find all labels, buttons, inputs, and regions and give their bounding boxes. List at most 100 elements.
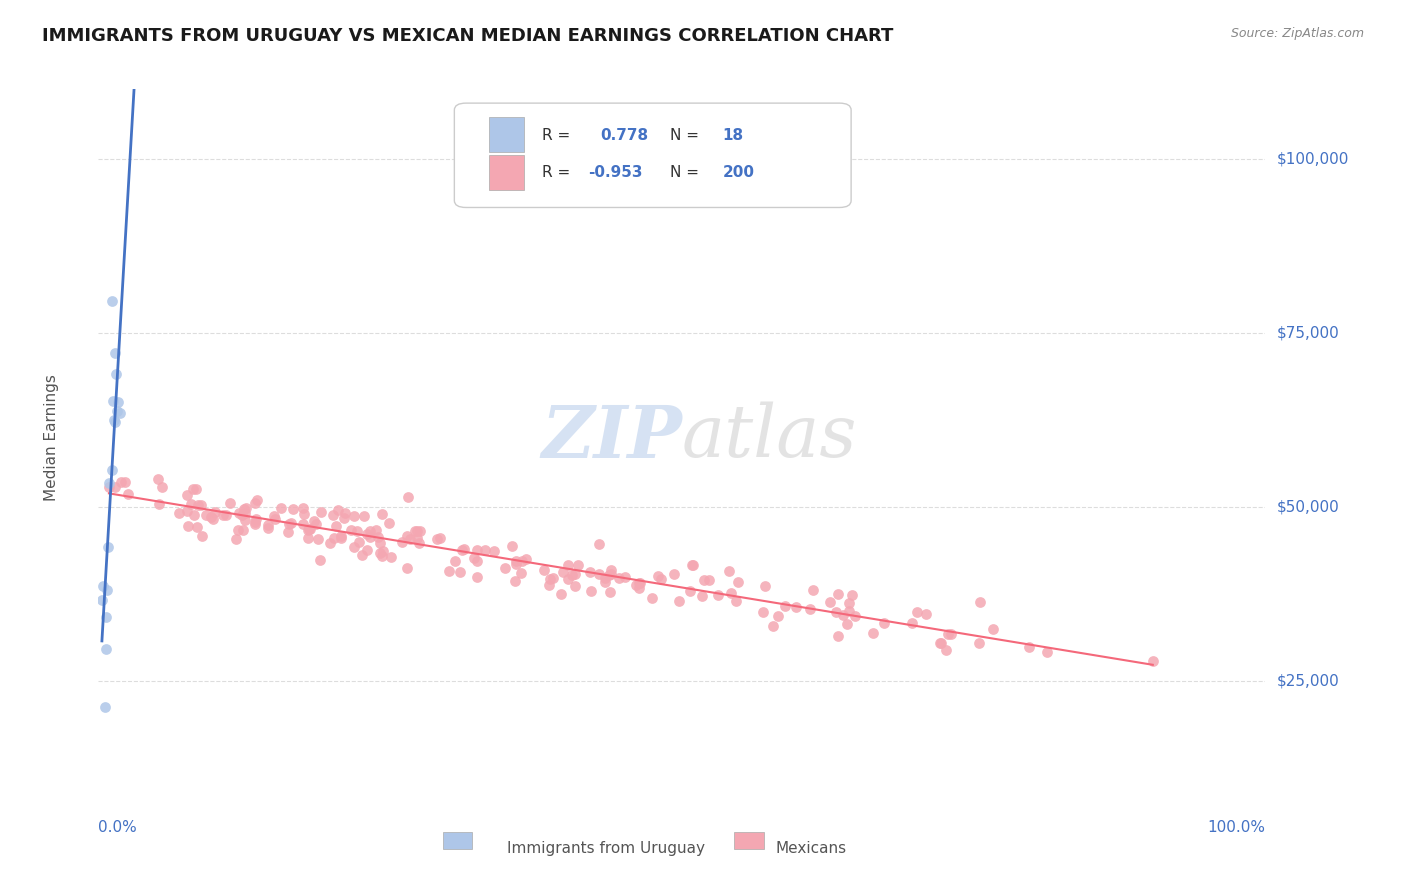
Point: [557, 558, 579, 573]
Text: $50,000: $50,000: [1277, 500, 1340, 514]
Point: [936, 627, 959, 641]
FancyBboxPatch shape: [454, 103, 851, 208]
Point: [319, 536, 342, 550]
Point: [100, 463, 122, 477]
Point: [754, 579, 776, 593]
Point: [1142, 654, 1164, 668]
Point: [96, 609, 118, 624]
Point: [690, 589, 713, 603]
Point: [333, 506, 356, 520]
Point: [270, 500, 292, 515]
Point: [408, 536, 430, 550]
Point: [225, 532, 247, 546]
Point: [624, 578, 647, 592]
Point: [515, 551, 537, 566]
Point: [465, 570, 488, 584]
Point: [550, 587, 572, 601]
Point: [505, 557, 527, 571]
Point: [181, 482, 204, 496]
Point: [377, 516, 399, 530]
Point: [588, 567, 610, 582]
Point: [579, 566, 602, 580]
Point: [768, 609, 790, 624]
Point: [724, 594, 747, 608]
Point: [235, 500, 257, 515]
Point: [474, 542, 496, 557]
Point: [969, 595, 991, 609]
Point: [600, 567, 623, 582]
Point: [328, 503, 350, 517]
Text: Immigrants from Uruguay: Immigrants from Uruguay: [508, 840, 704, 855]
Text: 0.0%: 0.0%: [98, 820, 138, 835]
Point: [243, 496, 266, 510]
Point: [215, 508, 238, 523]
Point: [482, 544, 505, 558]
Point: [567, 558, 589, 572]
Point: [370, 507, 392, 521]
Point: [395, 529, 418, 543]
Point: [292, 500, 315, 515]
Point: [443, 554, 465, 568]
Point: [110, 475, 132, 489]
Point: [463, 551, 485, 566]
Point: [202, 512, 225, 526]
Point: [720, 586, 742, 600]
Point: [538, 572, 561, 586]
Point: [346, 524, 368, 538]
Text: -0.953: -0.953: [589, 165, 643, 180]
Point: [190, 529, 212, 543]
Point: [359, 530, 381, 544]
FancyBboxPatch shape: [734, 831, 763, 849]
Point: [818, 595, 841, 609]
Point: [277, 524, 299, 539]
Text: IMMIGRANTS FROM URUGUAY VS MEXICAN MEDIAN EARNINGS CORRELATION CHART: IMMIGRANTS FROM URUGUAY VS MEXICAN MEDIA…: [42, 27, 894, 45]
Point: [342, 509, 364, 524]
Point: [235, 513, 257, 527]
Point: [356, 526, 378, 541]
Point: [718, 565, 741, 579]
Point: [494, 561, 516, 575]
Point: [727, 575, 749, 590]
Point: [838, 596, 860, 610]
Point: [915, 607, 938, 621]
Text: 200: 200: [723, 165, 755, 180]
Point: [588, 537, 610, 551]
Point: [399, 532, 422, 546]
Point: [371, 549, 394, 563]
Point: [752, 605, 775, 619]
Point: [246, 493, 269, 508]
Point: [564, 566, 586, 581]
Point: [167, 506, 190, 520]
Point: [245, 515, 267, 529]
Point: [837, 616, 859, 631]
Point: [232, 523, 254, 537]
Point: [340, 523, 363, 537]
Point: [429, 531, 451, 545]
Point: [353, 509, 375, 524]
Point: [697, 574, 720, 588]
Point: [941, 627, 963, 641]
Point: [404, 524, 426, 538]
Point: [901, 615, 924, 630]
Point: [190, 498, 212, 512]
Point: [827, 629, 849, 643]
Point: [180, 497, 202, 511]
Point: [600, 563, 623, 577]
Text: 18: 18: [723, 128, 744, 143]
Point: [263, 512, 285, 526]
Point: [97, 540, 120, 554]
Point: [297, 532, 319, 546]
Point: [108, 406, 131, 420]
Point: [347, 535, 370, 549]
Text: $100,000: $100,000: [1277, 152, 1348, 166]
Point: [607, 571, 630, 585]
Point: [176, 487, 198, 501]
Point: [368, 536, 391, 550]
Point: [243, 516, 266, 531]
Point: [105, 404, 128, 418]
Point: [342, 540, 364, 554]
Point: [322, 531, 344, 545]
Point: [281, 501, 304, 516]
Point: [305, 516, 328, 531]
Point: [465, 543, 488, 558]
